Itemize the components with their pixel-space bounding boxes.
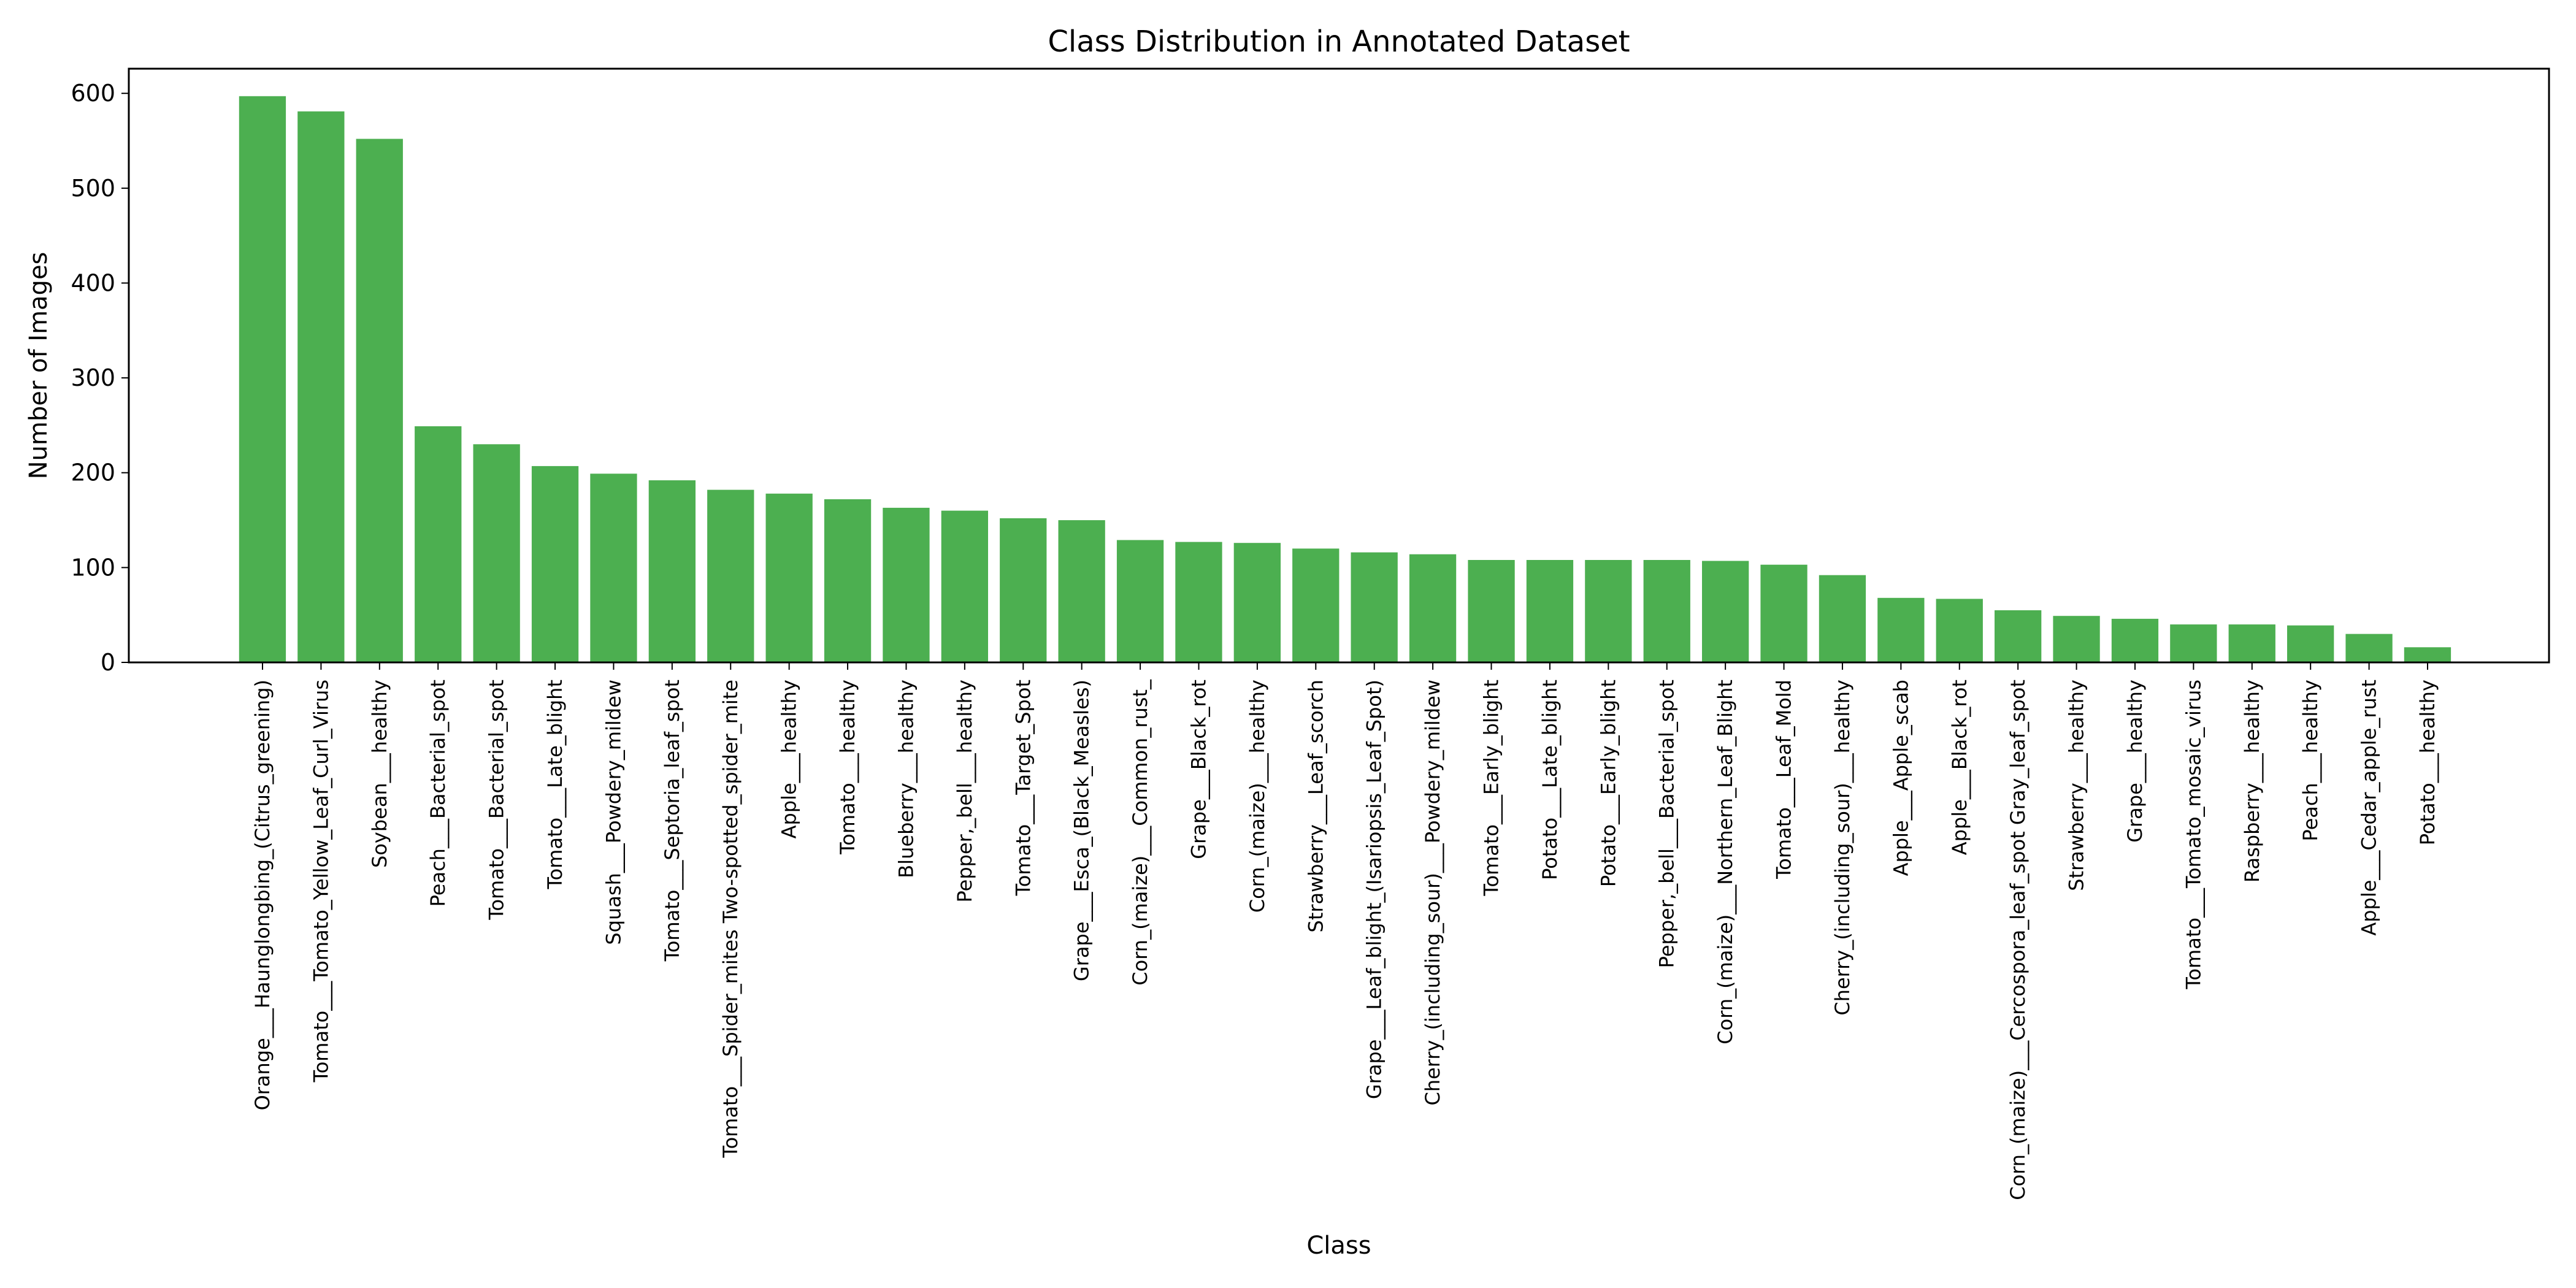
bar: [1877, 597, 1925, 662]
y-tick-label: 400: [71, 270, 115, 297]
y-tick-label: 600: [71, 80, 115, 107]
bar: [1819, 575, 1866, 662]
bar: [941, 510, 988, 662]
bar: [707, 489, 754, 662]
x-tick-label: Apple___Cedar_apple_rust: [2358, 680, 2381, 936]
x-tick-label: Tomato___Tomato_Yellow_Leaf_Curl_Virus: [309, 680, 332, 1083]
bar: [415, 426, 462, 662]
x-tick-label: Tomato___Spider_mites Two-spotted_spider…: [719, 680, 742, 1159]
bar: [765, 493, 813, 662]
x-tick-label: Potato___healthy: [2416, 680, 2439, 845]
bar: [2228, 624, 2275, 662]
x-tick-label: Pepper,_bell___Bacterial_spot: [1655, 680, 1679, 968]
bar: [1526, 560, 1574, 662]
bar: [1702, 561, 1749, 662]
x-tick-label: Grape___Leaf_blight_(Isariopsis_Leaf_Spo…: [1363, 680, 1386, 1099]
x-tick-label: Tomato___Septoria_leaf_spot: [661, 680, 684, 962]
x-tick-label: Potato___Early_blight: [1597, 680, 1620, 887]
bar: [1351, 552, 1398, 662]
bar: [883, 507, 930, 662]
x-tick-label: Tomato___Bacterial_spot: [485, 680, 508, 921]
x-tick-label: Blueberry___healthy: [895, 680, 918, 878]
y-tick-label: 0: [101, 649, 115, 676]
bar: [1409, 554, 1457, 662]
x-tick-label: Potato___Late_blight: [1538, 680, 1562, 880]
bar: [531, 466, 579, 662]
x-tick-label: Pepper,_bell___healthy: [953, 680, 976, 903]
x-tick-label: Apple___healthy: [778, 680, 801, 838]
bar: [297, 111, 345, 663]
x-tick-label: Strawberry___Leaf_scorch: [1304, 680, 1327, 932]
bar: [2345, 634, 2393, 662]
bar: [824, 499, 872, 662]
x-tick-label: Soybean___healthy: [368, 680, 391, 868]
x-axis-label: Class: [1306, 1232, 1371, 1260]
x-tick-label: Peach___Bacterial_spot: [426, 680, 450, 907]
chart-title: Class Distribution in Annotated Dataset: [1048, 25, 1630, 59]
x-tick-label: Tomato___Tomato_mosaic_virus: [2182, 680, 2205, 990]
x-tick-label: Grape___Esca_(Black_Measles): [1070, 680, 1094, 981]
y-tick-label: 200: [71, 459, 115, 486]
x-tick-label: Strawberry___healthy: [2065, 680, 2088, 891]
x-tick-label: Grape___Black_rot: [1187, 680, 1211, 859]
y-tick-label: 500: [71, 175, 115, 202]
bar: [2111, 618, 2159, 662]
bar: [2404, 647, 2451, 662]
x-tick-label: Squash___Powdery_mildew: [602, 680, 625, 945]
x-tick-label: Orange___Haunglongbing_(Citrus_greening): [251, 680, 274, 1110]
bar: [1760, 564, 1807, 662]
bar: [1292, 548, 1340, 662]
x-tick-label: Corn_(maize)___Northern_Leaf_Blight: [1714, 680, 1737, 1045]
x-tick-label: Tomato___Early_blight: [1480, 680, 1503, 897]
x-tick-label: Corn_(maize)___Common_rust_: [1129, 679, 1152, 986]
bar: [1585, 560, 1632, 662]
x-tick-label: Corn_(maize)___Cercospora_leaf_spot Gray…: [2006, 680, 2030, 1200]
x-tick-label: Peach___healthy: [2299, 680, 2322, 841]
x-tick-label: Cherry_(including_sour)___Powdery_mildew: [1421, 680, 1444, 1106]
x-tick-label: Tomato___Leaf_Mold: [1773, 680, 1796, 880]
x-axis: Orange___Haunglongbing_(Citrus_greening)…: [251, 662, 2439, 1200]
x-tick-label: Cherry_(including_sour)___healthy: [1831, 680, 1854, 1016]
bars-group: [239, 96, 2451, 663]
bar: [1000, 518, 1047, 662]
bar: [1936, 599, 1983, 662]
x-tick-label: Tomato___Target_Spot: [1011, 680, 1035, 896]
bar: [1058, 520, 1105, 662]
bar: [2170, 624, 2217, 662]
y-axis: 0 100 200 300 400 500 600: [71, 80, 129, 676]
bar: [2053, 616, 2100, 662]
x-tick-label: Corn_(maize)___healthy: [1246, 680, 1269, 913]
bar: [356, 139, 403, 662]
plot-frame: [128, 67, 2550, 664]
bar: [1233, 543, 1281, 662]
x-tick-label: Raspberry___healthy: [2241, 680, 2264, 883]
y-tick-label: 300: [71, 364, 115, 391]
x-tick-label: Apple___Black_rot: [1948, 680, 1971, 855]
y-tick-label: 100: [71, 554, 115, 581]
bar: [648, 480, 696, 662]
bar: [1995, 610, 2042, 662]
bar: [1175, 542, 1222, 662]
bar: [590, 473, 637, 662]
x-tick-label: Tomato___Late_blight: [543, 680, 567, 890]
x-tick-label: Tomato___healthy: [836, 680, 859, 855]
bar: [2287, 625, 2334, 662]
bar: [1468, 560, 1515, 662]
x-tick-label: Apple___Apple_scab: [1889, 680, 1912, 876]
bar: [1643, 560, 1690, 662]
x-tick-label: Grape___healthy: [2123, 680, 2147, 843]
bar: [473, 444, 520, 662]
bar: [239, 96, 286, 663]
y-axis-label: Number of Images: [25, 252, 53, 480]
bar: [1116, 540, 1164, 662]
